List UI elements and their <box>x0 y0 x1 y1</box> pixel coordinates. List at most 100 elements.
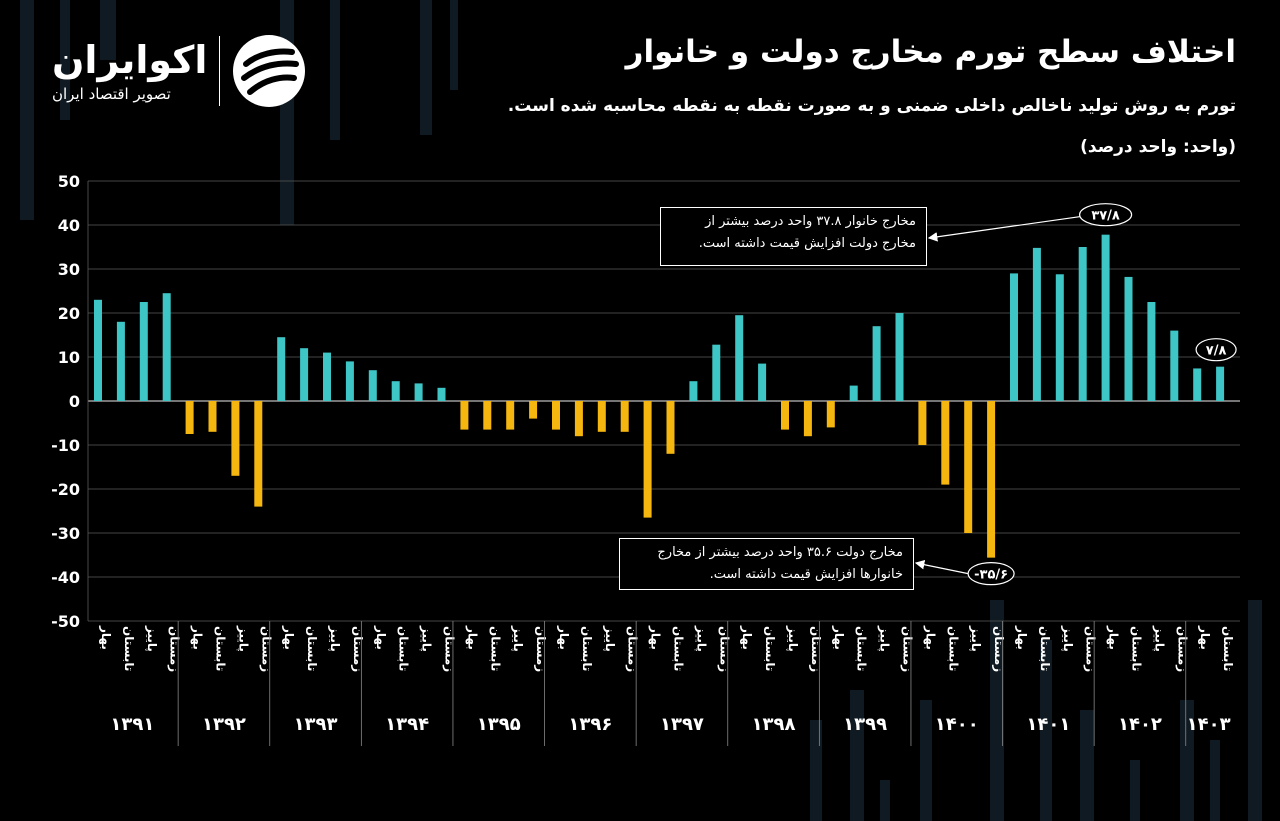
x-tick-label: تابستان <box>855 626 869 671</box>
x-tick-label: تابستان <box>1221 626 1235 671</box>
x-tick-label: تابستان <box>1130 626 1144 671</box>
bar <box>323 352 331 401</box>
annotation-household: مخارج خانوار ۳۷.۸ واحد درصد بیشتر از مخا… <box>660 207 927 266</box>
year-label: ۱۳۹۳ <box>294 714 338 735</box>
x-tick-label: پاییز <box>1152 625 1166 652</box>
y-tick-label: 40 <box>58 216 80 235</box>
bar <box>666 401 675 454</box>
x-tick-label: بهار <box>1015 625 1029 650</box>
x-tick-label: بهار <box>832 625 846 650</box>
bar <box>460 401 469 430</box>
highlight-label: -۳۵/۶ <box>974 568 1008 583</box>
bar <box>574 401 583 437</box>
bar <box>300 348 309 401</box>
x-tick-label: بهار <box>99 625 113 650</box>
bar <box>139 302 148 401</box>
bar <box>735 315 744 401</box>
bars <box>94 234 1225 558</box>
year-label: ۱۴۰۳ <box>1187 714 1231 735</box>
x-tick-label: بهار <box>282 625 296 650</box>
year-label: ۱۴۰۲ <box>1118 714 1162 735</box>
bar <box>552 401 560 430</box>
bar <box>1032 247 1041 401</box>
annotation-government: مخارج دولت ۳۵.۶ واحد درصد بیشتر از مخارج… <box>619 538 914 590</box>
bar <box>162 293 171 401</box>
bar <box>781 401 789 430</box>
x-tick-label: بهار <box>649 625 663 650</box>
x-tick-label: تابستان <box>1038 626 1052 671</box>
highlight-label: ۳۷/۸ <box>1091 209 1120 224</box>
x-tick-label: پاییز <box>511 625 525 652</box>
year-label: ۱۳۹۹ <box>843 714 887 735</box>
x-tick-label: تابستان <box>305 626 319 671</box>
year-label: ۱۳۹۷ <box>660 714 704 735</box>
year-dividers <box>177 621 1187 746</box>
logo-divider <box>219 36 220 106</box>
x-tick-label: زمستان <box>168 626 182 672</box>
x-tick-label: پاییز <box>145 625 159 652</box>
x-tick-label: پاییز <box>969 625 983 652</box>
x-tick-label: بهار <box>557 625 571 650</box>
highlight-callouts: ۳۷/۸ -۳۵/۶ ۷/۸ <box>967 203 1237 586</box>
x-tick-label: زمستان <box>534 626 548 672</box>
x-tick-label: تابستان <box>397 626 411 671</box>
x-tick-label: تابستان <box>488 626 502 671</box>
bar <box>1010 273 1018 401</box>
highlight-ellipse <box>1195 338 1237 362</box>
y-tick-label: 30 <box>58 260 80 279</box>
x-tick-label: زمستان <box>901 626 915 672</box>
y-tick-label: -10 <box>51 436 80 455</box>
y-tick-label: -30 <box>51 524 80 543</box>
bar <box>231 401 240 476</box>
y-tick-label: -20 <box>51 480 80 499</box>
y-tick-label: 0 <box>69 392 80 411</box>
bar <box>895 313 904 401</box>
arrow-household <box>927 216 1080 242</box>
year-label: ۱۴۰۰ <box>935 714 979 735</box>
bar <box>597 401 606 432</box>
bar <box>712 344 721 401</box>
bar <box>1078 247 1087 401</box>
bar <box>391 381 400 401</box>
x-tick-label: زمستان <box>259 626 273 672</box>
bar <box>964 401 973 533</box>
bar <box>185 401 194 434</box>
x-tick-label: پاییز <box>786 625 800 652</box>
bar <box>620 401 629 432</box>
bar <box>643 401 652 518</box>
bar <box>1124 276 1133 401</box>
bar <box>437 387 446 401</box>
x-tick-label: بهار <box>923 625 937 650</box>
logo-name: اکوایران <box>52 38 208 82</box>
x-tick-label: تابستان <box>214 626 228 671</box>
year-label: ۱۳۹۸ <box>752 714 796 735</box>
bar <box>483 401 492 430</box>
bar <box>872 326 881 401</box>
year-label: ۱۴۰۱ <box>1026 714 1070 735</box>
x-tick-label: تابستان <box>763 626 777 671</box>
x-tick-label: بهار <box>740 625 754 650</box>
bar <box>208 401 217 432</box>
bar <box>506 401 515 430</box>
annotation-arrows <box>914 216 1080 575</box>
x-tick-label: بهار <box>1198 625 1212 650</box>
bar <box>368 370 377 401</box>
bar <box>529 401 538 419</box>
bar <box>254 401 263 507</box>
bar <box>849 385 858 401</box>
bar <box>803 401 812 437</box>
year-label: ۱۳۹۲ <box>202 714 246 735</box>
chart-title: اختلاف سطح تورم مخارج دولت و خانوار <box>625 34 1236 70</box>
bar <box>1147 302 1156 401</box>
x-tick-label: پاییز <box>878 625 892 652</box>
x-tick-label: پاییز <box>603 625 617 652</box>
x-tick-label: پاییز <box>1061 625 1075 652</box>
chart-subtitle: تورم به روش تولید ناخالص داخلی ضمنی و به… <box>507 96 1236 116</box>
x-tick-label: بهار <box>191 625 205 650</box>
x-tick-label: پاییز <box>328 625 342 652</box>
x-tick-label: تابستان <box>946 626 960 671</box>
y-tick-label: 50 <box>58 172 80 191</box>
bar <box>116 321 125 401</box>
